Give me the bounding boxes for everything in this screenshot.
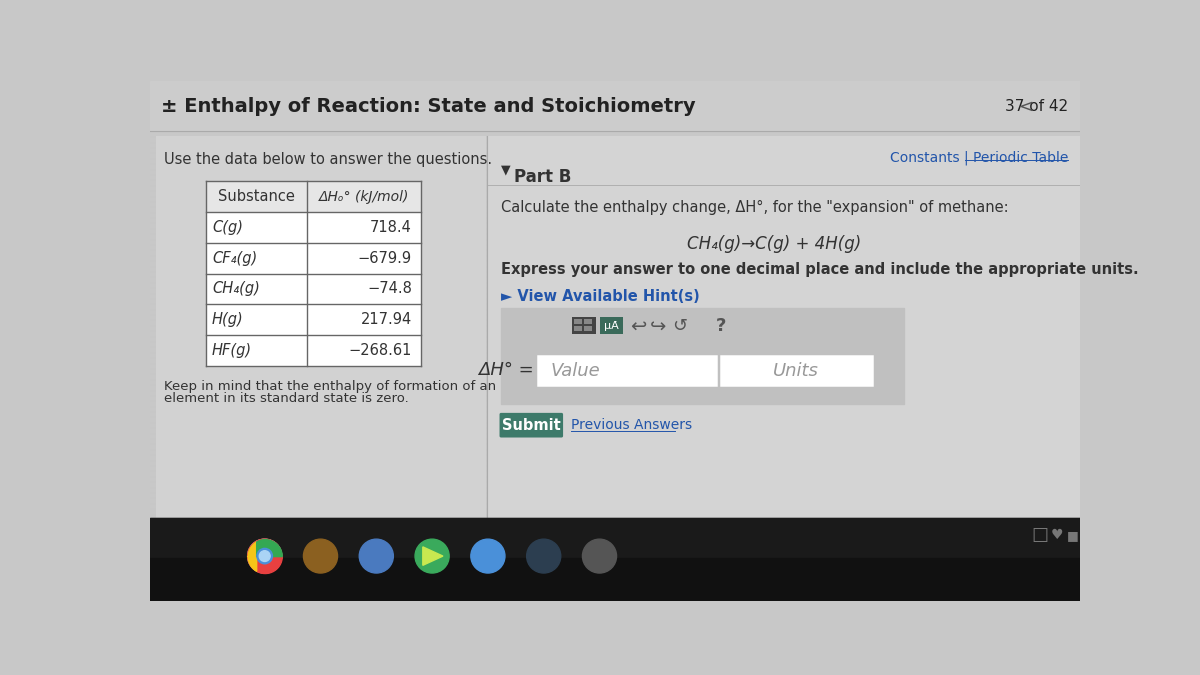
Circle shape bbox=[247, 539, 282, 573]
Circle shape bbox=[359, 539, 394, 573]
Bar bbox=[572, 317, 595, 334]
Bar bbox=[574, 326, 582, 331]
Bar bbox=[600, 317, 623, 334]
Text: Value: Value bbox=[551, 362, 600, 379]
Bar bbox=[721, 356, 872, 385]
Text: ↩: ↩ bbox=[630, 317, 647, 335]
Bar bbox=[206, 181, 421, 212]
Bar bbox=[487, 136, 1080, 518]
Text: ↪: ↪ bbox=[649, 317, 666, 335]
Text: Previous Answers: Previous Answers bbox=[571, 418, 692, 432]
Bar bbox=[584, 319, 592, 324]
Text: C(g): C(g) bbox=[212, 220, 242, 235]
Text: ± Enthalpy of Reaction: State and Stoichiometry: ± Enthalpy of Reaction: State and Stoich… bbox=[161, 97, 696, 116]
Circle shape bbox=[257, 548, 272, 564]
Text: Constants | Periodic Table: Constants | Periodic Table bbox=[890, 151, 1068, 165]
Text: Part B: Part B bbox=[515, 168, 571, 186]
Text: CH₄(g): CH₄(g) bbox=[212, 281, 260, 296]
Text: −268.61: −268.61 bbox=[348, 343, 412, 358]
Bar bbox=[156, 136, 486, 518]
Bar bbox=[206, 181, 421, 366]
Text: CH₄(g)→C(g) + 4H(g): CH₄(g)→C(g) + 4H(g) bbox=[686, 235, 862, 253]
Text: Express your answer to one decimal place and include the appropriate units.: Express your answer to one decimal place… bbox=[502, 262, 1139, 277]
Text: 217.94: 217.94 bbox=[361, 313, 412, 327]
Text: ■: ■ bbox=[1067, 529, 1078, 542]
Bar bbox=[150, 518, 1080, 601]
Text: H(g): H(g) bbox=[212, 313, 244, 327]
Polygon shape bbox=[422, 547, 443, 566]
Text: −74.8: −74.8 bbox=[367, 281, 412, 296]
Text: □: □ bbox=[1031, 526, 1049, 544]
Text: ΔHₒ° (kJ/mol): ΔHₒ° (kJ/mol) bbox=[319, 190, 409, 203]
Bar bbox=[690, 320, 710, 332]
Circle shape bbox=[527, 539, 560, 573]
Circle shape bbox=[304, 539, 337, 573]
Text: ΔH° =: ΔH° = bbox=[478, 360, 534, 379]
Circle shape bbox=[415, 539, 449, 573]
Text: ♥: ♥ bbox=[1050, 529, 1063, 542]
Circle shape bbox=[582, 539, 617, 573]
Text: CF₄(g): CF₄(g) bbox=[212, 250, 257, 265]
Bar bbox=[150, 81, 1080, 131]
Text: μȦ: μȦ bbox=[604, 321, 618, 331]
Text: 718.4: 718.4 bbox=[370, 220, 412, 235]
Text: ▼: ▼ bbox=[502, 163, 511, 176]
Text: ↺: ↺ bbox=[672, 317, 686, 335]
Circle shape bbox=[470, 539, 505, 573]
Text: ?: ? bbox=[716, 317, 726, 335]
Text: element in its standard state is zero.: element in its standard state is zero. bbox=[164, 392, 409, 405]
Circle shape bbox=[247, 539, 282, 573]
Text: −679.9: −679.9 bbox=[358, 250, 412, 265]
Text: Use the data below to answer the questions.: Use the data below to answer the questio… bbox=[164, 152, 492, 167]
Text: HF(g): HF(g) bbox=[212, 343, 252, 358]
Bar bbox=[584, 326, 592, 331]
Text: Substance: Substance bbox=[217, 189, 295, 204]
Text: <: < bbox=[1018, 97, 1033, 115]
Circle shape bbox=[259, 551, 270, 562]
Bar bbox=[502, 308, 904, 404]
Text: ► View Available Hint(s): ► View Available Hint(s) bbox=[502, 289, 700, 304]
Bar bbox=[538, 356, 715, 385]
FancyBboxPatch shape bbox=[499, 413, 563, 437]
Text: Units: Units bbox=[774, 362, 820, 379]
Text: Submit: Submit bbox=[502, 418, 560, 433]
Bar bbox=[574, 319, 582, 324]
Bar bbox=[150, 558, 1080, 601]
Text: Keep in mind that the enthalpy of formation of an: Keep in mind that the enthalpy of format… bbox=[164, 380, 496, 393]
Text: 37 of 42: 37 of 42 bbox=[1006, 99, 1068, 114]
Text: Calculate the enthalpy change, ΔH°, for the "expansion" of methane:: Calculate the enthalpy change, ΔH°, for … bbox=[502, 200, 1009, 215]
